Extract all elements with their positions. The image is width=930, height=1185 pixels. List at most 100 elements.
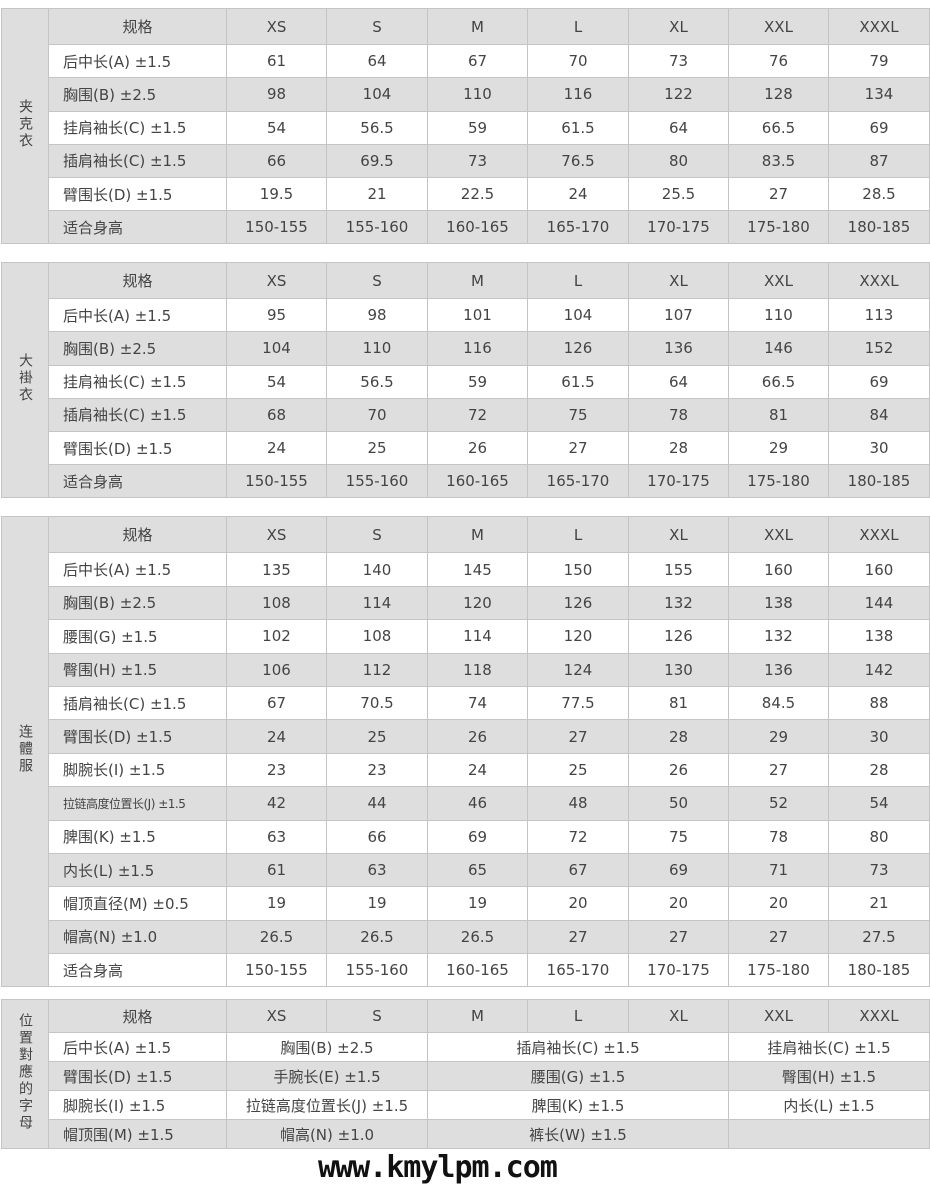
- cell-value: 73: [427, 143, 528, 178]
- table-row: 拉链高度位置长(J) ±1.5 42 44 46 48 50 52 54: [2, 786, 930, 821]
- cell-value: 54: [226, 110, 327, 145]
- legend-row: 帽顶围(M) ±1.5 帽高(N) ±1.0 裤长(W) ±1.5: [2, 1119, 930, 1149]
- cell-value: 69.5: [326, 143, 428, 178]
- cell-value: 144: [828, 585, 930, 621]
- cell-value: 108: [326, 619, 428, 654]
- cell-value: 126: [527, 585, 629, 621]
- cell-value: 69: [427, 819, 528, 854]
- row-label: 挂肩袖长(C) ±1.5: [48, 364, 227, 399]
- cell-value: 25: [527, 752, 629, 788]
- cell-value: 29: [728, 719, 829, 754]
- row-label: 臂围长(D) ±1.5: [48, 719, 227, 754]
- table-row: 胸围(B) ±2.5 108 114 120 126 132 138 144: [2, 585, 930, 621]
- legend-cell: 脚腕长(I) ±1.5: [48, 1090, 227, 1120]
- table-row: 适合身高 150-155 155-160 160-165 165-170 170-175 1…: [2, 210, 930, 245]
- cell-value: 160: [728, 552, 829, 587]
- watermark: www.kmylpm.com: [318, 1150, 558, 1185]
- legend-cell: 腰围(G) ±1.5: [427, 1061, 729, 1091]
- cell-value: 27.5: [828, 919, 930, 955]
- cell-value: 65: [427, 852, 528, 888]
- cell-value: 84: [828, 397, 930, 432]
- cell-value: 150-155: [226, 210, 327, 245]
- size-header: XS: [226, 515, 327, 554]
- table-row: 挂肩袖长(C) ±1.5 54 56.5 59 61.5 64 66.5 69: [2, 364, 930, 399]
- cell-value: 44: [326, 786, 428, 821]
- row-label: 插肩袖长(C) ±1.5: [48, 685, 227, 721]
- legend-row: 后中长(A) ±1.5 胸围(B) ±2.5 插肩袖长(C) ±1.5 挂肩袖长(C)…: [2, 1032, 930, 1062]
- cell-value: 28: [628, 719, 729, 754]
- cell-value: 23: [326, 752, 428, 788]
- legend-table: 位置對應的字母 规格 XS S M L XL XXL XXXL 后中长(A) ±1.5 胸围(B) …: [1, 999, 930, 1149]
- cell-value: 118: [427, 652, 528, 687]
- row-label: 帽高(N) ±1.0: [48, 919, 227, 955]
- cell-value: 64: [628, 110, 729, 145]
- cell-value: 175-180: [728, 953, 829, 988]
- cell-value: 61.5: [527, 364, 629, 399]
- row-label: 脚腕长(I) ±1.5: [48, 752, 227, 788]
- cell-value: 22.5: [427, 176, 528, 212]
- size-header: XS: [226, 261, 327, 300]
- cell-value: 72: [527, 819, 629, 854]
- header-label: 规格: [48, 261, 227, 300]
- cell-value: 135: [226, 552, 327, 587]
- cell-value: 66: [226, 143, 327, 178]
- size-table: 大褂衣 规格 XS S M L XL XXL XXXL 后中长(A) ±1.5 95 98 101 104…: [1, 261, 930, 499]
- cell-value: 138: [728, 585, 829, 621]
- header-label: 规格: [48, 7, 227, 46]
- cell-value: 25: [326, 430, 428, 466]
- cell-value: 59: [427, 110, 528, 145]
- header-row: 夹克衣 规格 XS S M L XL XXL XXXL: [1, 7, 930, 245]
- cell-value: 70: [527, 44, 629, 79]
- table-row: 脚腕长(I) ±1.5 23 23 24 25 26 27 28: [2, 752, 930, 788]
- table-row: 内长(L) ±1.5 61 63 65 67 69 71 73: [2, 852, 930, 888]
- cell-value: 19.5: [226, 176, 327, 212]
- cell-value: 19: [427, 886, 528, 921]
- size-header: M: [427, 7, 528, 46]
- cell-value: 170-175: [628, 953, 729, 988]
- cell-value: 78: [628, 397, 729, 432]
- table-row: 帽顶直径(M) ±0.5 19 19 19 20 20 20 21: [2, 886, 930, 921]
- cell-value: 26.5: [226, 919, 327, 955]
- cell-value: 175-180: [728, 210, 829, 245]
- legend-row: 脚腕长(I) ±1.5 拉链高度位置长(J) ±1.5 脾围(K) ±1.5 内长(L…: [2, 1090, 930, 1120]
- legend-cell: 臂围长(D) ±1.5: [48, 1061, 227, 1091]
- size-header: XXL: [728, 261, 829, 300]
- legend-cell: 脾围(K) ±1.5: [427, 1090, 729, 1120]
- cell-value: 48: [527, 786, 629, 821]
- size-header: XXXL: [828, 261, 930, 300]
- cell-value: 136: [728, 652, 829, 687]
- cell-value: 102: [226, 619, 327, 654]
- cell-value: 80: [628, 143, 729, 178]
- size-header: XL: [628, 261, 729, 300]
- legend-cell: 插肩袖长(C) ±1.5: [427, 1032, 729, 1062]
- cell-value: 120: [527, 619, 629, 654]
- cell-value: 26: [427, 719, 528, 754]
- table-row: 后中长(A) ±1.5 135 140 145 150 155 160 160: [2, 552, 930, 587]
- cell-value: 150-155: [226, 464, 327, 499]
- cell-value: 180-185: [828, 953, 930, 988]
- cell-value: 61.5: [527, 110, 629, 145]
- legend-cell: 帽顶围(M) ±1.5: [48, 1119, 227, 1149]
- cell-value: 113: [828, 298, 930, 333]
- row-label: 插肩袖长(C) ±1.5: [48, 397, 227, 432]
- cell-value: 61: [226, 44, 327, 79]
- cell-value: 52: [728, 786, 829, 821]
- cell-value: 63: [326, 852, 428, 888]
- cell-value: 30: [828, 719, 930, 754]
- section-label: 连體服: [17, 724, 33, 776]
- cell-value: 110: [326, 331, 428, 366]
- row-label: 腰围(G) ±1.5: [48, 619, 227, 654]
- size-table: 连體服 规格 XS S M L XL XXL XXXL 后中长(A) ±1.5 135 140 145 1…: [1, 515, 930, 988]
- row-label: 适合身高: [48, 464, 227, 499]
- cell-value: 132: [728, 619, 829, 654]
- table-row: 适合身高 150-155 155-160 160-165 165-170 170-175 1…: [2, 464, 930, 499]
- section-label-cell: 位置對應的字母: [1, 999, 49, 1149]
- legend-cell: 拉链高度位置长(J) ±1.5: [226, 1090, 428, 1120]
- table-row: 胸围(B) ±2.5 98 104 110 116 122 128 134: [2, 77, 930, 112]
- cell-value: 59: [427, 364, 528, 399]
- cell-value: 76.5: [527, 143, 629, 178]
- cell-value: 165-170: [527, 953, 629, 988]
- legend-cell: [728, 1119, 930, 1149]
- cell-value: 26: [628, 752, 729, 788]
- row-label: 后中长(A) ±1.5: [48, 552, 227, 587]
